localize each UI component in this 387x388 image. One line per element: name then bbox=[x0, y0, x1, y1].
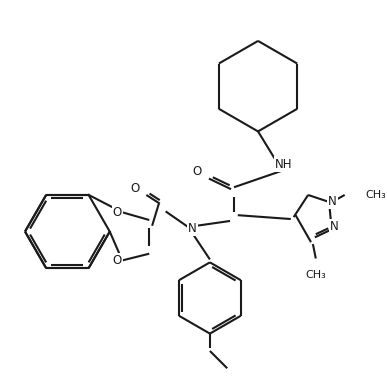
Text: CH₃: CH₃ bbox=[366, 190, 387, 200]
Text: N: N bbox=[330, 220, 339, 233]
Text: NH: NH bbox=[275, 158, 293, 171]
Text: N: N bbox=[188, 222, 197, 235]
Text: CH₃: CH₃ bbox=[305, 270, 326, 280]
Text: O: O bbox=[113, 254, 122, 267]
Text: O: O bbox=[193, 165, 202, 178]
Text: N: N bbox=[328, 195, 337, 208]
Text: O: O bbox=[130, 182, 139, 195]
Text: O: O bbox=[113, 206, 122, 219]
